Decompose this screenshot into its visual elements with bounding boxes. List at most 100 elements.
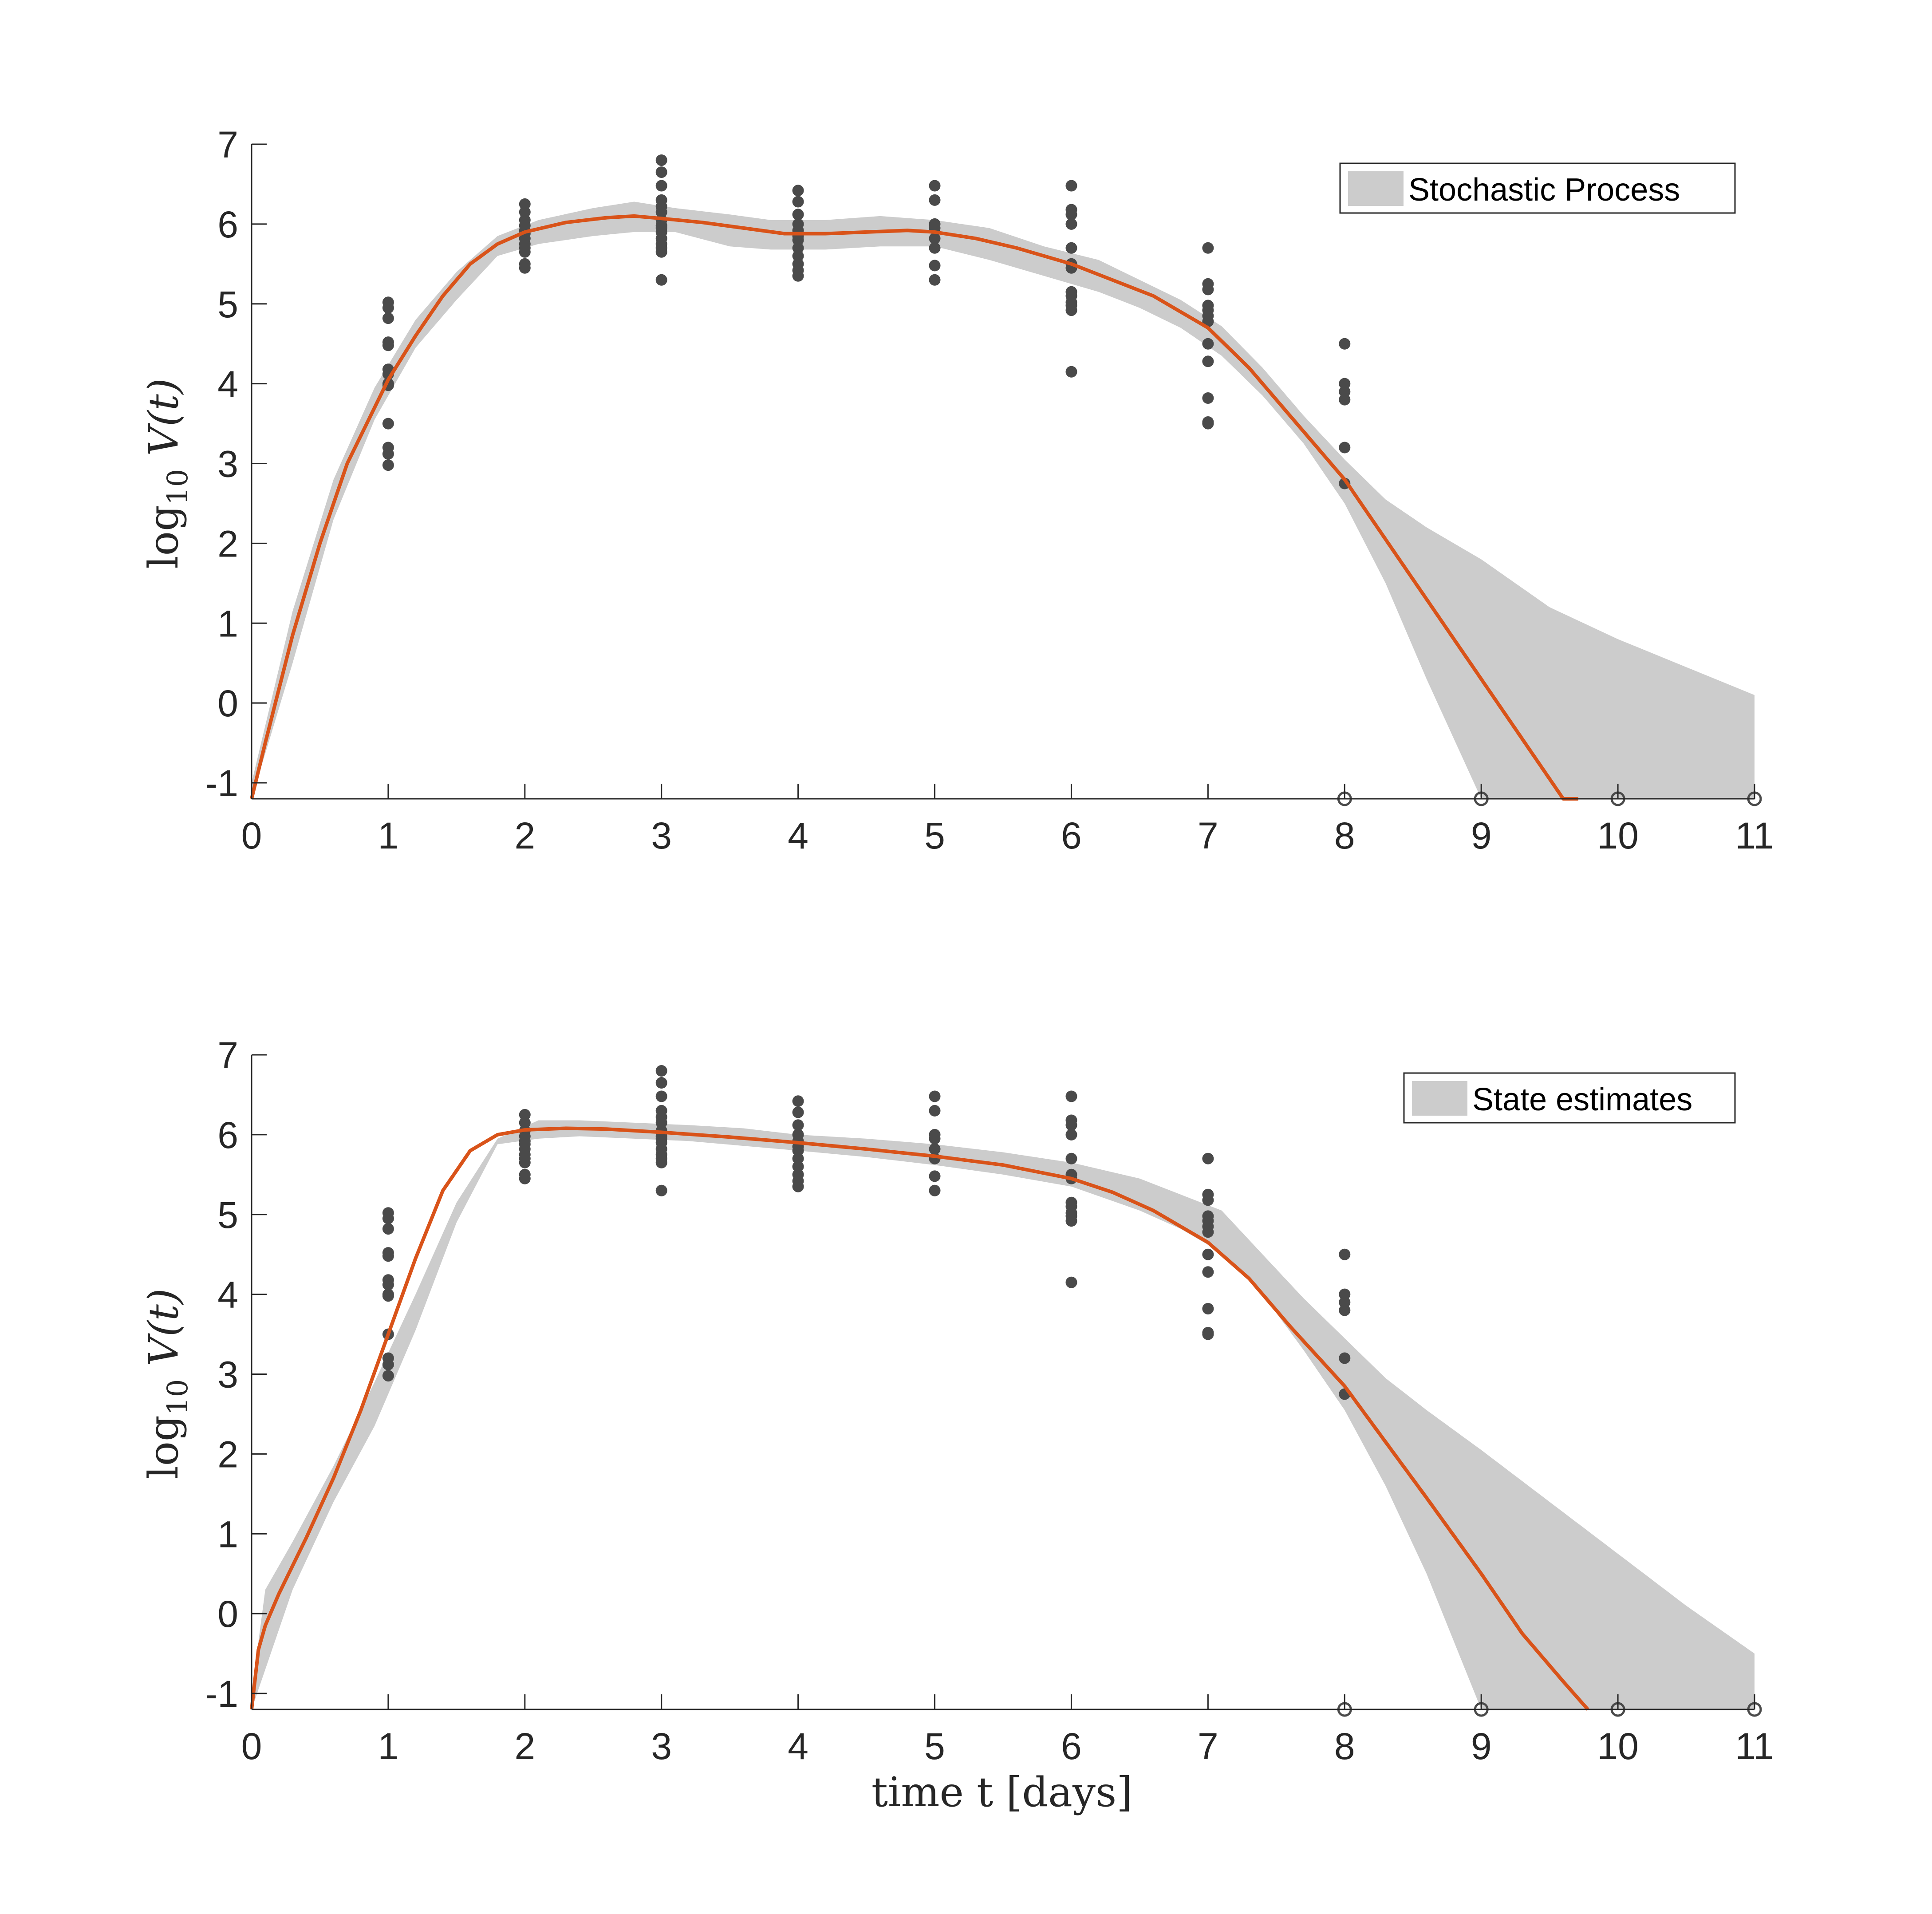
legend-swatch: [1348, 171, 1404, 206]
data-point: [655, 274, 667, 286]
axes: [251, 1054, 1755, 1710]
y-tick-label: 7: [217, 1034, 238, 1076]
data-point: [655, 206, 667, 218]
data-point: [1065, 1129, 1077, 1141]
y-tick-label: 2: [217, 523, 238, 564]
x-tick-label: 5: [924, 815, 945, 856]
data-point: [792, 270, 804, 282]
x-tick-label: 9: [1471, 1725, 1492, 1767]
data-point: [792, 1180, 804, 1192]
data-point: [1202, 1303, 1214, 1314]
data-point: [929, 1090, 941, 1102]
data-point: [519, 246, 531, 258]
axes: [251, 143, 1755, 800]
data-point: [382, 312, 394, 324]
data-points: [382, 154, 1351, 489]
data-point: [1339, 442, 1351, 454]
data-point: [655, 1077, 667, 1089]
y-tick-label: 6: [217, 204, 238, 245]
y-tick-label: 7: [217, 124, 238, 166]
x-axis-label: time t [days]: [871, 1768, 1132, 1816]
x-tick-label: 5: [924, 1725, 945, 1767]
x-tick-label: 3: [651, 1725, 672, 1767]
y-tick-label: 2: [217, 1433, 238, 1475]
y-tick-label: 5: [217, 1194, 238, 1236]
data-point: [1202, 338, 1214, 350]
data-point: [1065, 366, 1077, 378]
x-tick-label: 6: [1061, 1725, 1082, 1767]
x-tick-label: 7: [1198, 1725, 1218, 1767]
data-point: [382, 448, 394, 460]
data-point: [929, 260, 941, 272]
y-tick-labels: -1 0 1 2 3 4 5 6 7: [205, 1034, 238, 1715]
data-point: [792, 1160, 804, 1172]
data-point: [519, 262, 531, 274]
mean-line: [250, 1126, 1589, 1711]
y-tick-label: 4: [217, 363, 238, 405]
x-tick-label: 0: [241, 815, 262, 856]
data-point: [792, 250, 804, 262]
data-point: [792, 1152, 804, 1164]
data-point: [929, 1105, 941, 1117]
data-point: [655, 1065, 667, 1077]
x-tick-label: 10: [1597, 1725, 1638, 1767]
x-tick-label: 1: [378, 1725, 399, 1767]
data-point: [929, 242, 941, 254]
data-point: [1202, 1266, 1214, 1278]
data-point: [1202, 1194, 1214, 1206]
x-tick-label: 6: [1061, 815, 1082, 856]
x-tick-label: 2: [514, 815, 535, 856]
x-tick-label: 3: [651, 815, 672, 856]
data-point: [1202, 355, 1214, 367]
y-tick-label: 1: [217, 603, 238, 644]
data-point: [382, 459, 394, 471]
data-point: [519, 1109, 531, 1121]
data-point: [1339, 1296, 1351, 1308]
y-axis-label: log10 V(t): [140, 378, 194, 569]
data-point: [1065, 1119, 1077, 1131]
data-point: [1065, 1276, 1077, 1288]
y-tick-label: 1: [217, 1513, 238, 1555]
data-point: [655, 1090, 667, 1102]
data-point: [655, 166, 667, 178]
data-point: [1065, 1215, 1077, 1227]
data-point: [382, 1290, 394, 1302]
y-axis-label: log10 V(t): [140, 1288, 194, 1479]
y-tick-label: 3: [217, 443, 238, 485]
mean-curve: [250, 1126, 1589, 1711]
y-tick-label: 3: [217, 1354, 238, 1396]
data-point: [1202, 1152, 1214, 1164]
legend: State estimates: [1403, 1072, 1736, 1124]
data-point: [519, 1172, 531, 1184]
x-tick-label: 11: [1735, 815, 1774, 856]
data-point: [1339, 1248, 1351, 1260]
data-point: [1202, 1226, 1214, 1238]
y-tick-label: 5: [217, 284, 238, 325]
y-tick-label: 0: [217, 683, 238, 724]
x-tick-label: 8: [1334, 1725, 1355, 1767]
x-tick-label: 7: [1198, 815, 1218, 856]
data-point: [929, 180, 941, 192]
data-point: [1202, 1328, 1214, 1340]
x-tick-label: 10: [1597, 815, 1638, 856]
data-point: [1202, 418, 1214, 430]
data-point: [655, 246, 667, 258]
legend-label: Stochastic Process: [1408, 172, 1680, 208]
legend-label: State estimates: [1472, 1082, 1692, 1117]
confidence-band-area: [252, 1120, 1755, 1709]
data-point: [929, 1184, 941, 1196]
data-point: [1339, 1352, 1351, 1364]
data-point: [382, 1370, 394, 1382]
data-point: [792, 1106, 804, 1118]
x-tick-label: 11: [1735, 1725, 1774, 1767]
data-point: [382, 1250, 394, 1262]
x-tick-label: 4: [788, 815, 808, 856]
data-point: [1339, 386, 1351, 398]
data-point: [1065, 180, 1077, 192]
confidence-band: [252, 1120, 1755, 1709]
data-point: [1065, 218, 1077, 230]
data-point: [382, 1223, 394, 1235]
data-point: [382, 1358, 394, 1370]
